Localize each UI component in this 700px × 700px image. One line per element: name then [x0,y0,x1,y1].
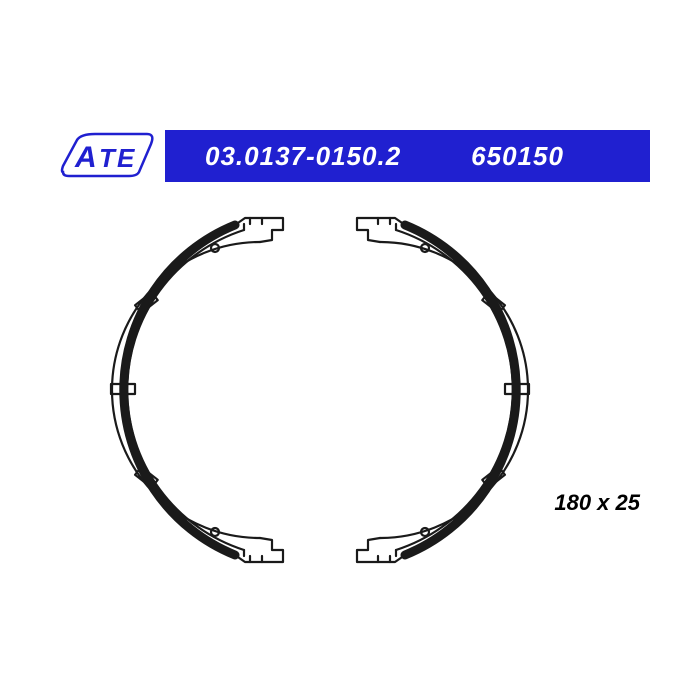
logo-box: A T E [50,130,165,182]
right-brake-shoe [357,218,529,562]
brake-shoe-diagram [50,200,650,580]
svg-text:E: E [117,143,135,173]
dimension-label: 180 x 25 [554,490,640,516]
left-brake-shoe [111,218,283,562]
diagram-svg [50,200,590,580]
ate-logo-icon: A T E [55,132,160,180]
svg-text:T: T [99,143,117,173]
alt-number: 650150 [471,141,564,172]
part-number: 03.0137-0150.2 [205,141,401,172]
svg-text:A: A [74,141,97,174]
header-bar: A T E 03.0137-0150.2 650150 [50,130,650,182]
title-bar: 03.0137-0150.2 650150 [165,130,650,182]
